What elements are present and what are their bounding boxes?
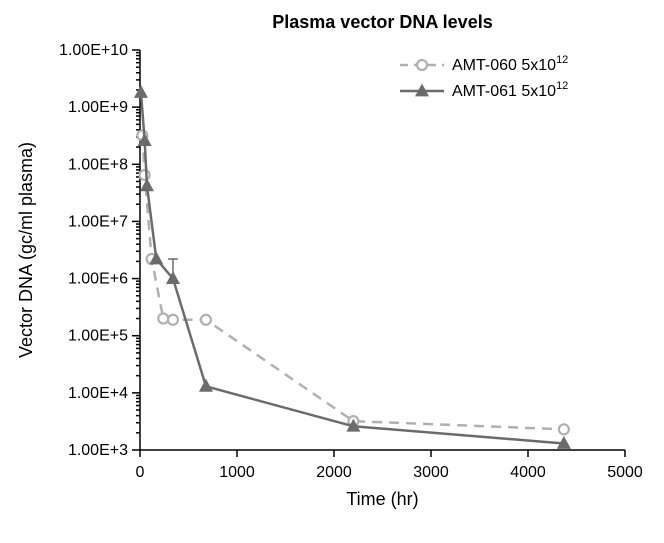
legend-label: AMT-060 5x1012 xyxy=(452,54,568,74)
data-marker xyxy=(141,179,153,190)
y-tick-label: 1.00E+9 xyxy=(68,99,128,116)
x-tick-label: 3000 xyxy=(413,464,449,481)
data-marker xyxy=(135,86,147,97)
x-tick-label: 1000 xyxy=(219,464,255,481)
series-amt-061-5x10-12 xyxy=(135,86,570,448)
x-tick-label: 0 xyxy=(136,464,145,481)
y-tick-label: 1.00E+3 xyxy=(68,442,128,459)
data-marker xyxy=(140,170,150,180)
x-axis-label: Time (hr) xyxy=(346,489,418,509)
y-tick-label: 1.00E+5 xyxy=(68,328,128,345)
data-marker xyxy=(417,60,427,70)
y-tick-label: 1.00E+10 xyxy=(59,42,128,59)
data-marker xyxy=(559,424,569,434)
legend-label: AMT-061 5x1012 xyxy=(452,80,568,100)
chart-svg: Plasma vector DNA levels 0 1000 2000 3000 400… xyxy=(0,0,664,543)
chart-title: Plasma vector DNA levels xyxy=(272,12,492,32)
x-tick-label: 2000 xyxy=(316,464,352,481)
x-tick-label: 4000 xyxy=(510,464,546,481)
y-tick-label: 1.00E+8 xyxy=(68,156,128,173)
x-tick-label: 5000 xyxy=(607,464,643,481)
y-tick-label: 1.00E+7 xyxy=(68,213,128,230)
data-marker xyxy=(201,315,211,325)
chart-container: Plasma vector DNA levels 0 1000 2000 3000 400… xyxy=(0,0,664,543)
y-axis-label: Vector DNA (gc/ml plasma) xyxy=(16,142,36,358)
data-marker xyxy=(158,314,168,324)
y-tick-label: 1.00E+6 xyxy=(68,271,128,288)
legend: AMT-060 5x1012 AMT-061 5x1012 xyxy=(400,54,568,100)
y-tick-label: 1.00E+4 xyxy=(68,385,128,402)
data-marker xyxy=(200,380,212,391)
data-marker xyxy=(168,315,178,325)
